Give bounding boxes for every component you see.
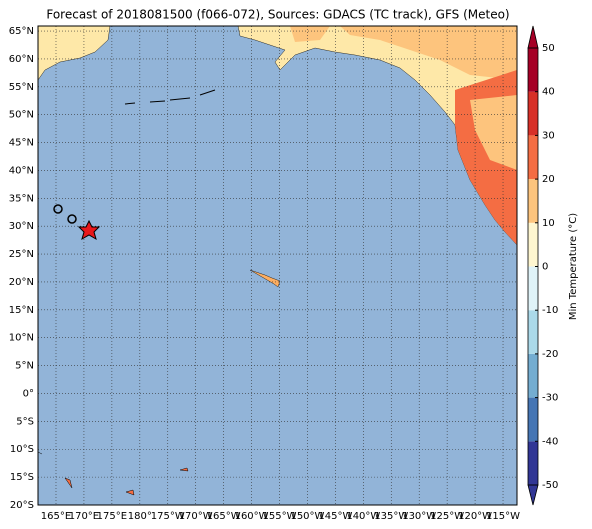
colorbar: 50 40 30 20 10 0 -10 -20 -30 -40 -50 Min Temperatur… [527,25,579,506]
y-tick-label: 50°N [9,110,34,121]
land-alaska-warm [290,26,330,42]
colorbar-bin [528,310,538,354]
x-tick-label: 175°E [97,511,127,522]
colorbar-bin [528,48,538,92]
colorbar-tick-label: -10 [542,305,558,316]
y-tick-label: 65°N [9,26,34,37]
y-tick-label: 15°S [10,472,34,483]
x-tick-label: 120°W [458,511,492,522]
y-tick-label: 0° [23,388,34,399]
colorbar-bin [528,179,538,223]
y-tick-label: 55°N [9,82,34,93]
colorbar-tick-label: 50 [542,43,555,54]
colorbar-bin [528,135,538,180]
colorbar-bin [528,222,538,267]
map-frame [37,25,518,506]
y-tick-label: 40°N [9,165,34,176]
colorbar-bin [528,353,538,398]
y-tick-label: 25°N [9,249,34,260]
aleutians [124,89,216,105]
colorbar-bin [528,91,538,136]
track-point [53,204,63,214]
map [37,25,518,506]
y-tick-label: 60°N [9,54,34,65]
colorbar-tick-label: 10 [542,218,555,229]
x-tick-label: 145°W [318,511,352,522]
x-tick-label: 125°W [430,511,464,522]
x-tick-label: 160°W [235,511,269,522]
colorbar-tick-label: 30 [542,130,555,141]
x-tick-label: 165°E [41,511,71,522]
y-tick-label: 20°N [9,277,34,288]
land-siberia [37,25,111,81]
colorbar-tick-label: 0 [542,262,548,273]
y-tick-label: 15°N [9,305,34,316]
x-tick-label: 165°W [207,511,241,522]
colorbar-extend-bottom [527,484,539,506]
land-warm-2 [470,95,517,170]
land-warm [340,26,517,80]
colorbar-tick-label: -30 [542,393,558,404]
colorbar-tick-label: -40 [542,436,558,447]
x-tick-label: 140°W [346,511,380,522]
x-tick-label: 175°W [151,511,185,522]
x-tick-label: 150°W [290,511,324,522]
x-tick-label: 170°E [69,511,99,522]
y-tick-label: 10°S [10,444,34,455]
y-tick-label: 45°N [9,138,34,149]
colorbar-bin [528,441,538,485]
colorbar-tick-label: 20 [542,174,555,185]
colorbar-bin [528,266,538,311]
pacific-islands [37,451,189,496]
y-tick-label: 20°S [10,500,34,511]
x-tick-label: 180° [128,511,152,522]
x-tick-label: 130°W [402,511,436,522]
y-tick-label: 5°N [15,361,34,372]
y-tick-label: 30°N [9,221,34,232]
colorbar-extend-top [527,25,539,49]
colorbar-label: Min Temperature (°C) [568,213,579,320]
hawaii [249,269,281,288]
colorbar-tick-label: -20 [542,349,558,360]
y-tick-label: 5°S [16,416,34,427]
storm-position [77,219,101,241]
x-tick-label: 170°W [179,511,213,522]
colorbar-tick-label: 40 [542,87,555,98]
title: Forecast of 2018081500 (f066-072), Sourc… [46,8,509,22]
y-tick-label: 35°N [9,193,34,204]
colorbar-tick-label: -50 [542,480,558,491]
y-tick-label: 10°N [9,333,34,344]
track-point [67,214,77,224]
x-tick-label: 155°W [263,511,297,522]
ocean [38,26,517,505]
colorbar-bin [528,397,538,442]
x-tick-label: 115°W [486,511,520,522]
x-tick-label: 135°W [374,511,408,522]
